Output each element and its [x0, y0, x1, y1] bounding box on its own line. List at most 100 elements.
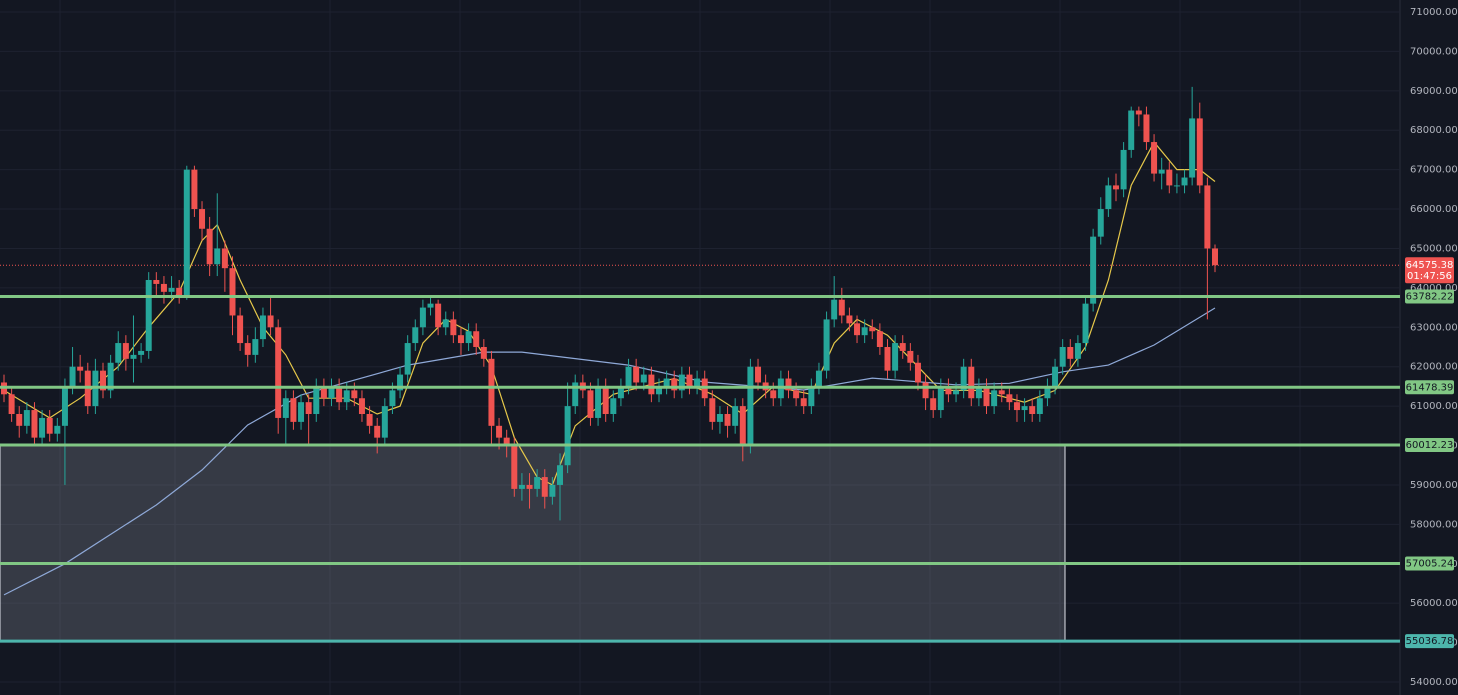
candle-body: [381, 406, 388, 438]
candle-body: [61, 386, 68, 426]
candle-body: [511, 445, 518, 489]
candle-body: [1052, 366, 1059, 387]
candle-body: [937, 386, 944, 411]
candle-body: [1105, 185, 1112, 210]
candle-body: [465, 331, 472, 344]
candle-body: [435, 303, 442, 328]
candle-body: [419, 307, 426, 328]
candle-body: [808, 386, 815, 407]
candle-body: [541, 477, 548, 497]
candle-body: [595, 386, 602, 418]
candle-body: [199, 209, 206, 229]
candle-body: [496, 425, 503, 438]
candle-body: [747, 366, 754, 446]
candle-body: [526, 484, 533, 489]
candle-body: [854, 323, 861, 336]
candle-body: [892, 343, 899, 371]
y-tick-label: 64000.00: [1410, 283, 1458, 294]
candle-body: [671, 378, 678, 391]
candle-body: [663, 378, 670, 387]
candle-body: [503, 437, 510, 446]
candle-body: [838, 299, 845, 316]
candle-body: [1067, 347, 1074, 359]
candle-body: [115, 343, 122, 363]
y-tick-label: 65000.00: [1410, 243, 1458, 254]
candle-body: [602, 386, 609, 414]
candle-body: [130, 354, 137, 359]
candle-body: [358, 398, 365, 414]
level-label: 63782.22: [1406, 291, 1454, 302]
candle-body: [1173, 185, 1180, 187]
candle-body: [640, 374, 647, 383]
candle-body: [1158, 169, 1165, 174]
candle-body: [480, 347, 487, 359]
candle-body: [1021, 406, 1028, 411]
candle-body: [374, 425, 381, 438]
candle-body: [975, 386, 982, 399]
time-grid: [59, 0, 1301, 695]
candle-body: [1112, 185, 1119, 190]
candle-body: [739, 406, 746, 446]
candle-body: [899, 343, 906, 351]
candle-body: [991, 390, 998, 407]
candle-body: [1059, 347, 1066, 367]
candle-body: [1074, 343, 1081, 359]
candle-body: [846, 315, 853, 324]
candle-body: [732, 406, 739, 426]
candle-body: [259, 315, 266, 340]
candle-body: [953, 390, 960, 395]
candle-body: [1036, 398, 1043, 414]
candle-body: [8, 394, 15, 414]
candle-body: [69, 366, 76, 387]
candle-body: [54, 425, 61, 434]
last-price-label: 64575.38: [1406, 260, 1454, 271]
candle-body: [160, 283, 167, 292]
candle-body: [39, 417, 46, 438]
candle-body: [450, 319, 457, 336]
y-tick-label: 58000.00: [1410, 519, 1458, 530]
candle-body: [960, 366, 967, 391]
y-tick-label: 66000.00: [1410, 204, 1458, 215]
candle-body: [1143, 114, 1150, 143]
candle-body: [183, 169, 190, 296]
candle-body: [389, 390, 396, 407]
candle-body: [1135, 110, 1142, 115]
candle-body: [1181, 177, 1188, 186]
candle-body: [998, 390, 1005, 395]
candle-body: [1166, 169, 1173, 186]
candle-body: [290, 398, 297, 422]
candle-body: [298, 402, 305, 422]
candle-body: [610, 398, 617, 414]
candle-body: [686, 374, 693, 387]
candle-body: [473, 331, 480, 347]
y-tick-label: 69000.00: [1410, 86, 1458, 97]
candle-body: [46, 417, 53, 434]
zone: [0, 444, 1066, 642]
candle-body: [884, 347, 891, 371]
candle-body: [1044, 386, 1051, 399]
candle-body: [138, 350, 145, 355]
candle-body: [214, 248, 221, 265]
candle-body: [313, 386, 320, 414]
candle-body: [412, 327, 419, 344]
candle-body: [1097, 209, 1104, 237]
candle-body: [1082, 303, 1089, 344]
level-label-box: [1405, 289, 1454, 304]
y-tick-label: 59000.00: [1410, 480, 1458, 491]
candle-body: [1013, 402, 1020, 411]
level-label: 61478.39: [1406, 382, 1454, 393]
candle-body: [221, 248, 228, 269]
candle-body: [168, 287, 175, 292]
candle-body: [968, 366, 975, 399]
candle-body: [785, 378, 792, 391]
level-label-box: [1405, 438, 1454, 453]
candle-body: [77, 366, 84, 371]
level-label-box: [1405, 556, 1454, 571]
candle-body: [237, 315, 244, 344]
level-label: 57005.24: [1406, 559, 1454, 570]
candle-body: [252, 339, 259, 355]
candle-body: [831, 299, 838, 320]
candle-body: [397, 374, 404, 391]
